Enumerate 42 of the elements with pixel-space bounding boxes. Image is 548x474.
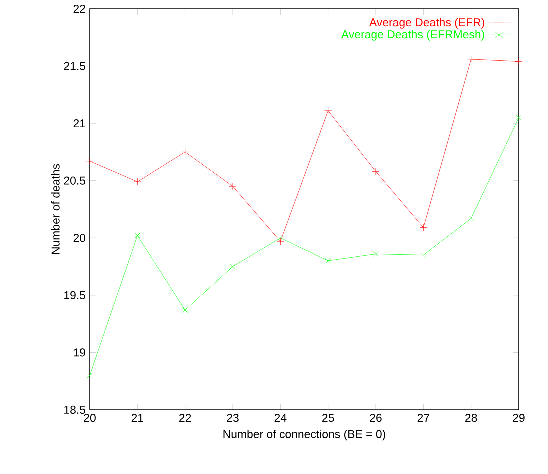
point (468, 216, 474, 222)
point (326, 258, 332, 264)
legend-label: Average Deaths (EFR) (369, 18, 484, 29)
point (516, 115, 522, 121)
x-tick-label: 23 (227, 414, 239, 422)
point (373, 251, 379, 257)
x-tick-label: 28 (466, 414, 478, 422)
point (515, 58, 523, 66)
point (278, 235, 284, 241)
point (182, 148, 190, 156)
x-tick-label: 29 (513, 414, 525, 422)
x-tick-label: 27 (418, 414, 430, 422)
y-tick-label: 20.5 (64, 176, 86, 185)
point (134, 178, 142, 186)
y-tick-label: 21 (74, 120, 86, 128)
y-tick-label: 20 (74, 234, 86, 242)
x-tick-label: 24 (274, 414, 287, 422)
x-axis-title: Number of connections (BE = 0) (224, 430, 386, 441)
y-tick-label: 18.5 (64, 406, 86, 414)
point (372, 168, 380, 176)
point (182, 308, 188, 313)
y-tick-label: 22 (74, 4, 86, 13)
point (87, 372, 93, 378)
y-axis-title: Number of deaths (51, 164, 60, 254)
y-tick-label: 21.5 (64, 62, 86, 70)
point (135, 233, 140, 239)
point (230, 264, 236, 270)
point (276, 238, 284, 246)
y-tick-label: 19 (74, 348, 86, 357)
point (468, 56, 476, 64)
x-tick-label: 26 (370, 414, 382, 422)
point (229, 182, 237, 190)
point (420, 224, 428, 232)
point (324, 107, 332, 115)
legend-label: Average Deaths (EFRMesh) (341, 30, 484, 41)
x-tick-label: 25 (322, 414, 334, 422)
point (420, 252, 426, 258)
x-tick-label: 22 (180, 414, 192, 422)
point (86, 158, 94, 166)
x-tick-label: 20 (84, 414, 96, 422)
x-tick-label: 21 (132, 414, 144, 422)
y-tick-label: 19.5 (64, 291, 86, 300)
